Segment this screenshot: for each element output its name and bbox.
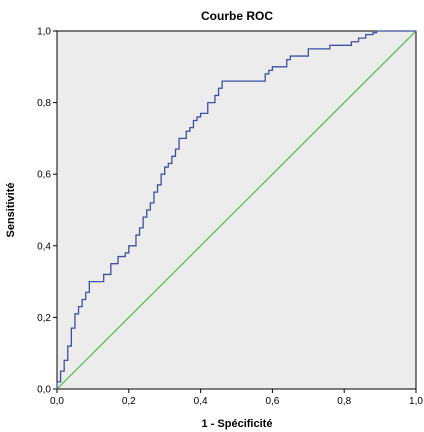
y-tick-label: 0,0 bbox=[37, 385, 51, 396]
x-tick-label: 0,2 bbox=[122, 396, 136, 407]
x-tick-label: 1,0 bbox=[409, 396, 423, 407]
x-tick-label: 0,8 bbox=[337, 396, 351, 407]
reference-diagonal-line bbox=[56, 30, 417, 390]
y-tick-label: 0,8 bbox=[37, 98, 51, 109]
y-axis-title: Sensitivité bbox=[5, 182, 17, 237]
y-tick-label: 1,0 bbox=[37, 27, 51, 38]
series-layer bbox=[56, 30, 417, 390]
y-tick-label: 0,2 bbox=[37, 313, 51, 324]
x-tick-label: 0,6 bbox=[265, 396, 279, 407]
roc-curve-line bbox=[56, 30, 416, 389]
y-tick-label: 0,4 bbox=[37, 241, 51, 252]
x-tick-label: 0,0 bbox=[50, 396, 64, 407]
x-axis-title: 1 - Spécificité bbox=[202, 418, 273, 430]
y-axis-ticks: 0,0 0,2 0,4 0,6 0,8 1,0 bbox=[37, 27, 57, 396]
x-tick-label: 0,4 bbox=[194, 396, 208, 407]
y-tick-label: 0,6 bbox=[37, 170, 51, 181]
x-axis-ticks: 0,0 0,2 0,4 0,6 0,8 1,0 bbox=[50, 389, 423, 407]
chart-title: Courbe ROC bbox=[201, 9, 273, 23]
